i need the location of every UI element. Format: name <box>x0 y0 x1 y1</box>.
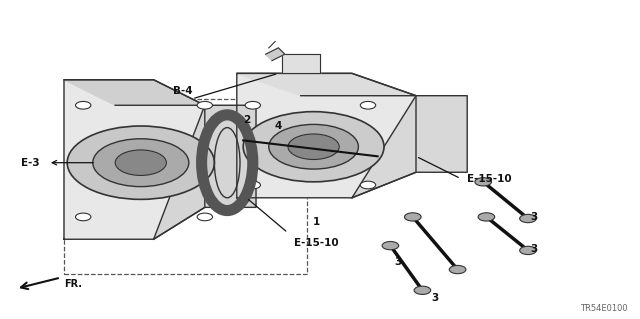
Circle shape <box>76 101 91 109</box>
Polygon shape <box>64 80 205 239</box>
Text: 1: 1 <box>313 217 321 227</box>
Text: 3: 3 <box>531 244 538 254</box>
Text: 3: 3 <box>431 293 439 303</box>
Polygon shape <box>282 54 320 73</box>
Circle shape <box>67 126 214 199</box>
Polygon shape <box>154 105 256 239</box>
Text: 4: 4 <box>275 121 282 131</box>
Text: 3: 3 <box>531 212 538 222</box>
Circle shape <box>478 213 495 221</box>
Circle shape <box>404 213 421 221</box>
Circle shape <box>475 178 492 186</box>
Circle shape <box>93 139 189 187</box>
Circle shape <box>197 213 212 221</box>
Text: B-4: B-4 <box>173 86 192 96</box>
Polygon shape <box>237 73 416 96</box>
Circle shape <box>243 112 384 182</box>
Circle shape <box>520 214 536 223</box>
Text: E-3: E-3 <box>21 158 40 168</box>
Circle shape <box>76 213 91 221</box>
Circle shape <box>360 181 376 189</box>
Text: FR.: FR. <box>64 279 82 289</box>
Circle shape <box>520 246 536 255</box>
Bar <box>64 99 307 274</box>
Polygon shape <box>266 48 285 61</box>
Text: E-15-10: E-15-10 <box>467 174 512 184</box>
Circle shape <box>115 150 166 175</box>
Circle shape <box>360 101 376 109</box>
Circle shape <box>197 101 212 109</box>
Circle shape <box>414 286 431 294</box>
Text: E-15-10: E-15-10 <box>294 238 339 248</box>
Text: TR54E0100: TR54E0100 <box>580 304 627 313</box>
Text: 2: 2 <box>243 115 250 125</box>
Circle shape <box>269 124 358 169</box>
Text: 3: 3 <box>394 256 402 267</box>
Polygon shape <box>237 73 416 198</box>
Polygon shape <box>64 80 205 105</box>
Circle shape <box>382 241 399 250</box>
Circle shape <box>245 181 260 189</box>
Circle shape <box>245 101 260 109</box>
Circle shape <box>288 134 339 160</box>
Polygon shape <box>352 96 467 198</box>
Circle shape <box>449 265 466 274</box>
